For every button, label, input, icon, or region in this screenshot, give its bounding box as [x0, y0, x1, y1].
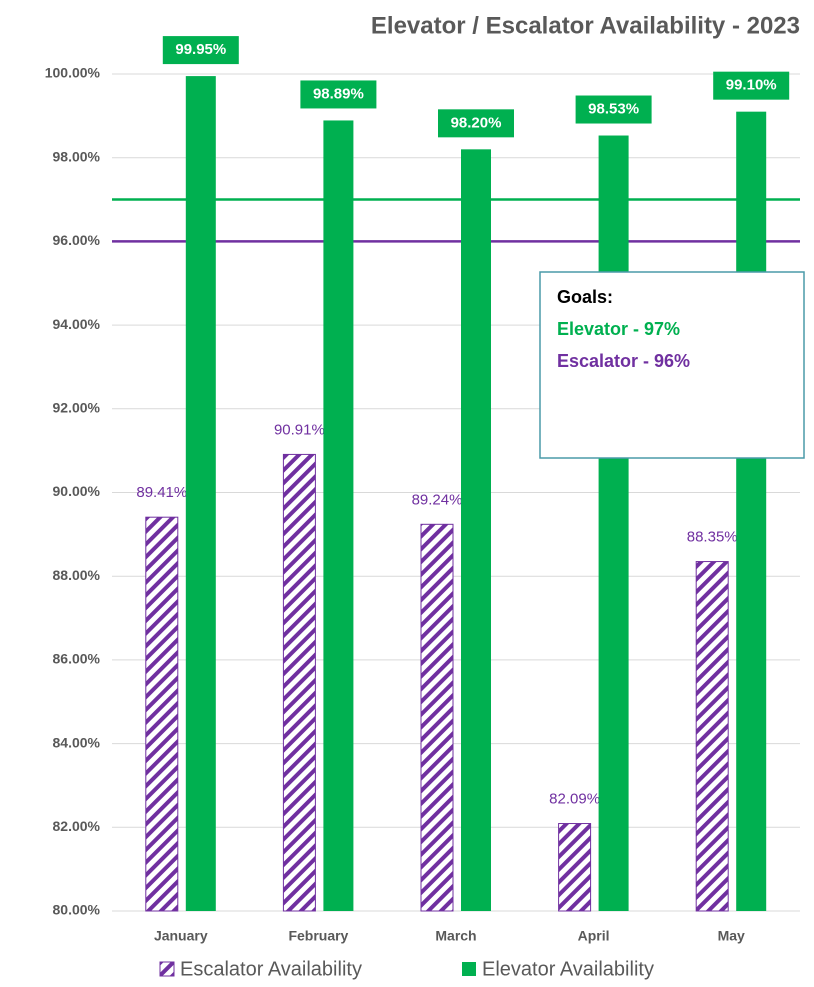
x-tick-label: April — [578, 928, 610, 944]
chart-title: Elevator / Escalator Availability - 2023 — [371, 12, 800, 39]
bar — [695, 561, 729, 912]
annotation-box — [539, 271, 805, 459]
annotation-line: Escalator - 96% — [557, 351, 690, 371]
bar — [420, 523, 454, 912]
y-tick-label: 88.00% — [53, 567, 101, 583]
y-tick-label: 94.00% — [53, 316, 101, 332]
bar — [282, 453, 316, 912]
bar — [558, 823, 592, 912]
data-label: 89.24% — [412, 491, 463, 508]
y-tick-label: 100.00% — [45, 65, 101, 81]
bar — [736, 111, 767, 912]
legend-label: Escalator Availability — [180, 958, 362, 980]
bar — [185, 76, 216, 911]
bar — [323, 120, 354, 912]
y-tick-label: 80.00% — [53, 902, 101, 918]
annotation-title: Goals: — [557, 287, 613, 307]
x-tick-label: May — [718, 928, 745, 944]
data-label-box — [713, 71, 790, 100]
data-label: 88.35% — [687, 529, 738, 546]
y-tick-label: 82.00% — [53, 818, 101, 834]
x-tick-label: January — [154, 928, 208, 944]
bar — [145, 516, 179, 912]
data-label: 89.41% — [136, 484, 187, 501]
legend-label: Elevator Availability — [482, 958, 654, 980]
annotation-line: Elevator - 97% — [557, 319, 680, 339]
data-label-box — [438, 109, 514, 138]
data-label-box — [300, 80, 377, 109]
x-tick-label: February — [288, 928, 348, 944]
y-tick-label: 86.00% — [53, 651, 101, 667]
data-label: 98.53% — [588, 100, 639, 117]
data-label: 98.89% — [313, 85, 364, 102]
data-label: 98.20% — [451, 114, 502, 131]
data-label: 82.09% — [549, 791, 600, 808]
data-label: 99.95% — [175, 41, 226, 58]
y-tick-label: 96.00% — [53, 232, 101, 248]
y-tick-label: 98.00% — [53, 148, 101, 164]
data-label: 99.10% — [726, 77, 777, 94]
y-tick-label: 92.00% — [53, 400, 101, 416]
legend-swatch — [159, 961, 175, 977]
data-label-box — [575, 95, 652, 124]
bar — [461, 149, 491, 911]
bar — [598, 135, 629, 911]
x-tick-label: March — [435, 928, 476, 944]
y-tick-label: 90.00% — [53, 483, 101, 499]
data-label: 90.91% — [274, 421, 325, 438]
y-tick-label: 84.00% — [53, 734, 101, 750]
data-label-box — [162, 36, 239, 65]
legend-swatch — [462, 962, 476, 976]
